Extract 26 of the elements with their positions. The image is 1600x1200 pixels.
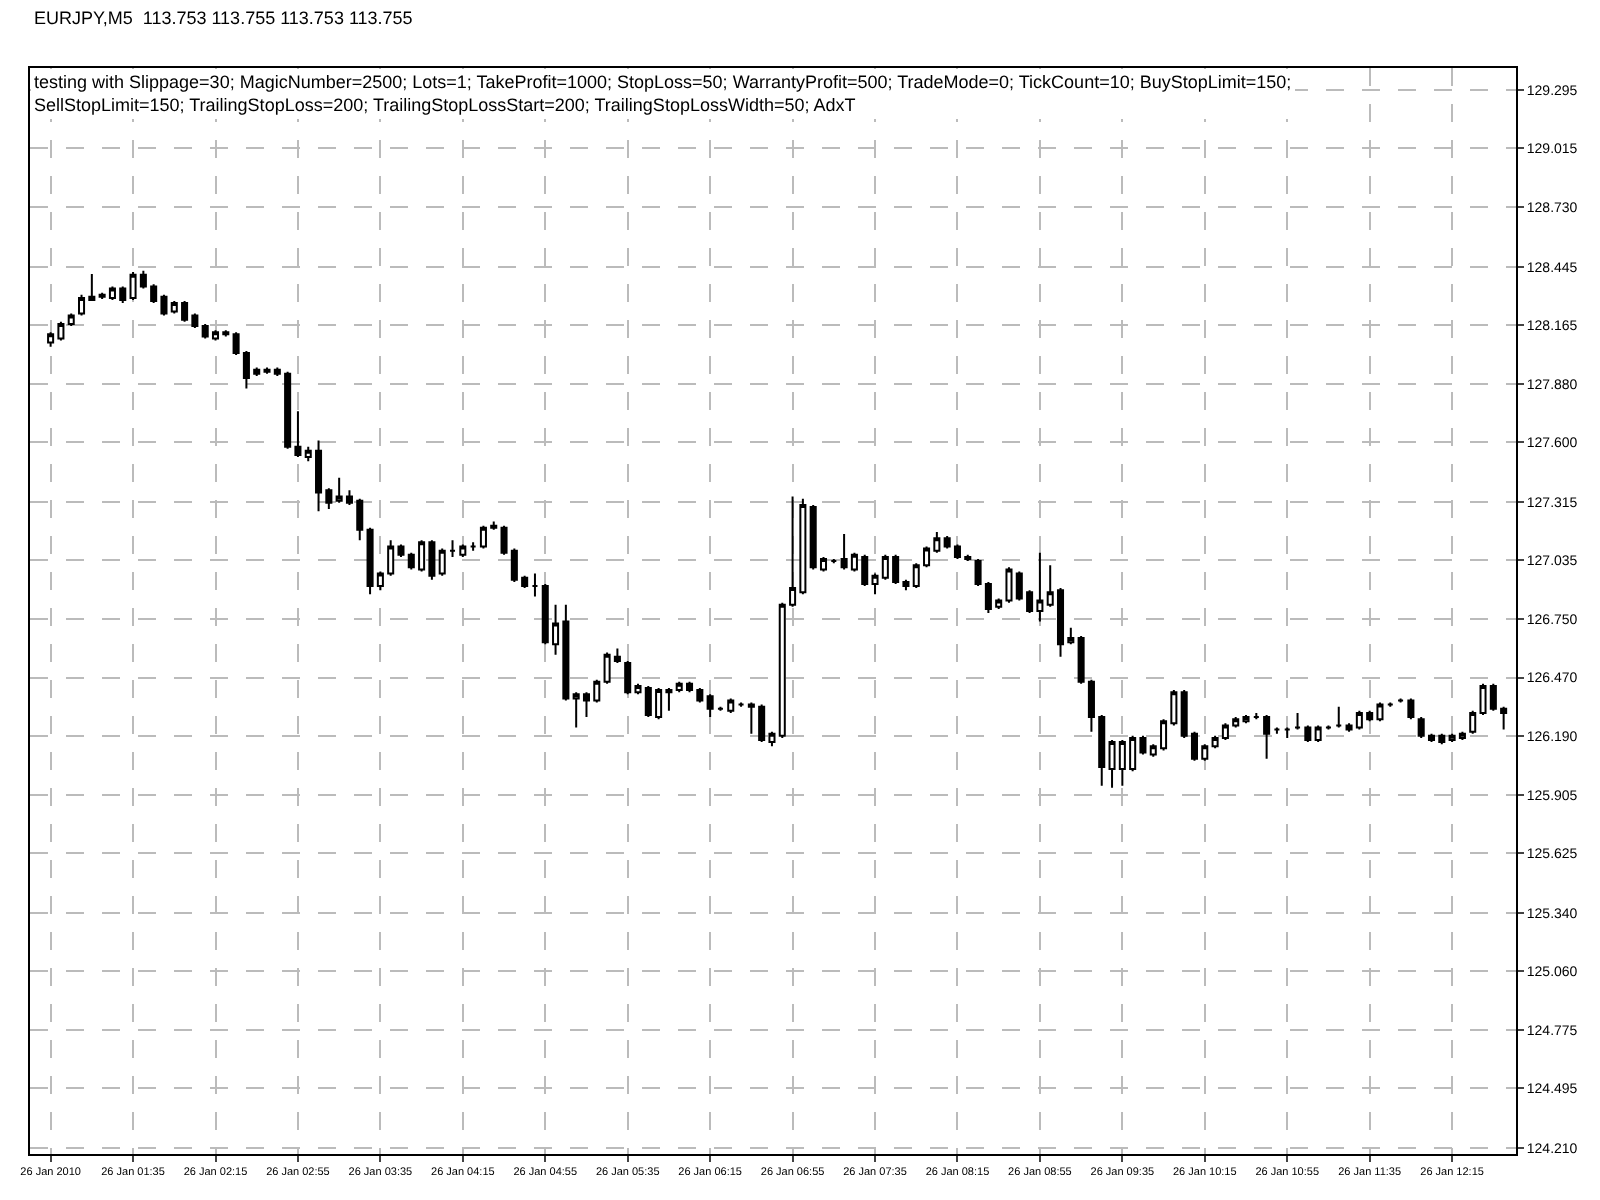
candlestick <box>706 693 714 719</box>
candlestick <box>531 572 539 598</box>
candlestick <box>830 557 838 565</box>
candlestick <box>1335 705 1343 729</box>
candlestick <box>438 547 446 577</box>
text: testing with Slippage=30; MagicNumber=2500; Lots=1; TakeProfit=1000; StopLoss=50; WarrantyProfit=500; TradeMode=0; TickCount=10; BuyStopLimit=150; SellStopLimit=150; TrailingStopLoss=200; TrailingStopLossStart=200; TrailingStopLossWidth=50; AdxT <box>34 72 1292 116</box>
candlestick <box>67 312 75 327</box>
candlestick <box>459 543 467 558</box>
chart-title: EURJPY,M5 113.753 113.755 113.753 113.755 <box>34 8 413 28</box>
candlestick <box>716 705 724 712</box>
candlestick <box>1304 724 1312 744</box>
candlestick <box>448 539 457 558</box>
candlestick <box>727 697 735 714</box>
candlestick <box>1263 714 1271 760</box>
candlestick <box>1294 711 1302 731</box>
candlestick <box>1283 726 1291 739</box>
candlestick <box>1407 697 1415 721</box>
candlestick <box>1469 709 1477 735</box>
candlestick <box>1273 726 1281 735</box>
candlestick <box>1314 724 1322 744</box>
candlestick <box>1252 711 1260 721</box>
candlestick <box>1386 701 1394 708</box>
candlestick <box>1324 724 1332 731</box>
candlestick <box>737 701 745 708</box>
candlestick <box>469 541 477 552</box>
candlestick <box>1397 697 1405 704</box>
